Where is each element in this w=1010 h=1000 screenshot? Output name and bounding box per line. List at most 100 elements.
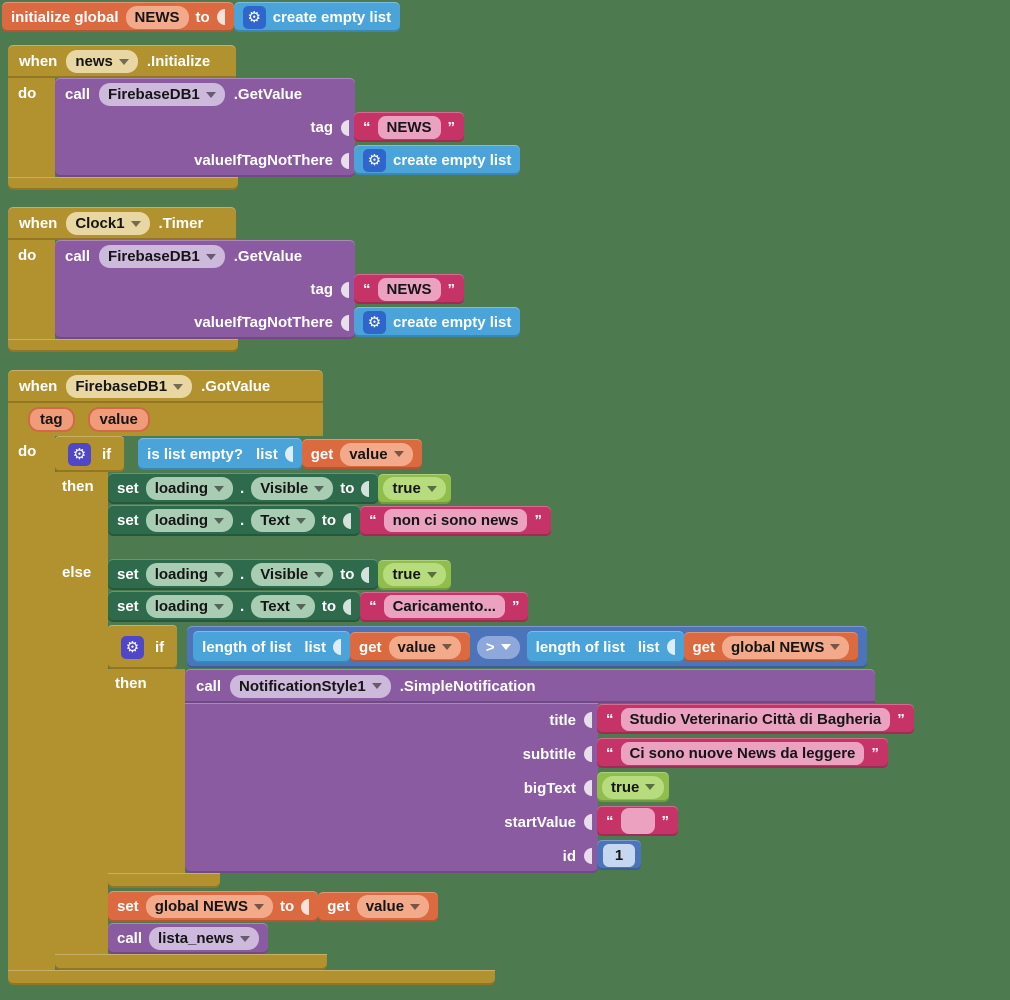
mutator-gear-icon[interactable]: ⚙	[121, 635, 144, 659]
if-then-block[interactable]: ⚙ if length of list list	[108, 625, 914, 888]
set-loading-visible-block[interactable]: set loading . Visible to true	[108, 473, 451, 504]
chevron-down-icon	[371, 683, 382, 689]
then-branch-label-col: then	[55, 472, 108, 536]
variable-dropdown[interactable]: value	[356, 895, 430, 918]
arg-bigtext-label: bigText	[523, 779, 576, 797]
component-dropdown[interactable]: Clock1	[66, 212, 150, 235]
logic-dropdown[interactable]: true	[602, 775, 665, 799]
number-field[interactable]: 1	[603, 843, 635, 867]
param-value[interactable]: value	[87, 407, 150, 432]
text-string-block[interactable]: “ Ci sono nuove News da leggere ”	[597, 738, 888, 768]
initialize-global-block[interactable]: initialize global NEWS to	[2, 2, 234, 32]
logic-true-block[interactable]: true	[597, 772, 670, 802]
set-label: set	[117, 898, 139, 915]
call-firebase-getvalue-block[interactable]: call FirebaseDB1 .GetValue tag “ NEWS ”	[55, 78, 521, 177]
string-field[interactable]: Caricamento...	[383, 595, 505, 618]
create-empty-list-label: create empty list	[393, 151, 512, 169]
call-lista-news-block[interactable]: call lista_news	[108, 923, 268, 954]
if-then-else-block[interactable]: ⚙ if is list empty? list get value	[55, 436, 914, 970]
property-dropdown[interactable]: Text	[251, 509, 315, 532]
string-field[interactable]: NEWS	[377, 115, 441, 139]
get-global-news-block[interactable]: get global NEWS	[683, 632, 859, 662]
initialize-global-news-block[interactable]: initialize global NEWS to ⚙ create empty…	[2, 2, 401, 32]
dot-label: .	[240, 566, 245, 583]
is-list-empty-block[interactable]: is list empty? list	[138, 438, 302, 470]
event-params-row: tag value	[8, 403, 323, 436]
length-of-list-label: length of list	[535, 638, 625, 656]
string-value: non ci sono news	[392, 512, 519, 529]
logic-true-block[interactable]: true	[378, 473, 451, 504]
text-string-block[interactable]: “ Caricamento... ”	[360, 591, 529, 622]
mutator-gear-icon[interactable]: ⚙	[242, 5, 266, 29]
component-dropdown[interactable]: FirebaseDB1	[99, 245, 225, 268]
variable-dropdown[interactable]: global NEWS	[722, 635, 850, 659]
get-value-block[interactable]: get value	[301, 439, 422, 469]
number-value: 1	[614, 846, 624, 864]
set-label: set	[117, 566, 139, 583]
component-dropdown[interactable]: loading	[145, 509, 234, 532]
length-of-list-block[interactable]: length of list list	[526, 631, 684, 663]
arg-title-label: title	[549, 711, 576, 729]
property-dropdown[interactable]: Visible	[251, 563, 334, 586]
when-clock-timer-block[interactable]: when Clock1 .Timer do call FirebaseDB1 .…	[8, 207, 521, 352]
text-string-block[interactable]: “ NEWS ”	[354, 112, 464, 142]
variable-dropdown[interactable]: value	[340, 442, 413, 466]
component-dropdown[interactable]: NotificationStyle1	[230, 674, 391, 698]
set-loading-text-block[interactable]: set loading . Text to “ non ci sono new	[108, 505, 551, 536]
mutator-gear-icon[interactable]: ⚙	[363, 310, 386, 334]
string-field[interactable]: NEWS	[377, 277, 441, 301]
comparison-block[interactable]: length of list list get value	[187, 626, 868, 668]
operator-dropdown[interactable]: >	[476, 635, 520, 659]
set-loading-visible-block[interactable]: set loading . Visible to true	[108, 559, 451, 590]
variable-dropdown[interactable]: global NEWS	[145, 895, 274, 918]
text-string-block[interactable]: “ NEWS ”	[354, 274, 464, 304]
procedure-dropdown[interactable]: lista_news	[149, 927, 259, 950]
component-dropdown[interactable]: news	[66, 50, 138, 73]
create-empty-list-block[interactable]: ⚙ create empty list	[354, 307, 521, 337]
set-global-news-block[interactable]: set global NEWS to get value	[108, 891, 439, 922]
param-tag[interactable]: tag	[28, 407, 75, 432]
component-dropdown[interactable]: FirebaseDB1	[66, 375, 193, 398]
chevron-down-icon	[214, 571, 225, 578]
do-spine: do	[8, 78, 55, 177]
call-label: call	[196, 677, 222, 695]
call-simplenotification-block[interactable]: call NotificationStyle1 .SimpleNotificat…	[185, 669, 914, 873]
logic-dropdown[interactable]: true	[383, 477, 446, 500]
dropdown-label: loading	[154, 512, 209, 529]
call-firebase-getvalue-block[interactable]: call FirebaseDB1 .GetValue tag “ NEWS ”	[55, 240, 521, 339]
logic-dropdown[interactable]: true	[383, 563, 446, 586]
string-field[interactable]: Ci sono nuove News da leggere	[620, 741, 865, 765]
when-news-initialize-block[interactable]: when news .Initialize do call FirebaseDB…	[8, 45, 521, 190]
component-dropdown[interactable]: loading	[145, 563, 234, 586]
dropdown-label: global NEWS	[731, 638, 825, 656]
property-dropdown[interactable]: Visible	[251, 477, 334, 500]
component-dropdown[interactable]: loading	[145, 595, 234, 618]
component-dropdown[interactable]: loading	[145, 477, 234, 500]
length-of-list-block[interactable]: length of list list	[193, 631, 351, 663]
get-value-block[interactable]: get value	[350, 632, 470, 662]
method-label: .SimpleNotification	[399, 677, 536, 695]
mutator-gear-icon[interactable]: ⚙	[363, 148, 386, 172]
get-value-block[interactable]: get value	[318, 891, 439, 922]
create-empty-list-block[interactable]: ⚙ create empty list	[233, 2, 401, 32]
string-field[interactable]	[620, 808, 655, 834]
logic-true-block[interactable]: true	[378, 559, 451, 590]
when-firebase-gotvalue-block[interactable]: when FirebaseDB1 .GotValue tag value do …	[8, 370, 914, 985]
text-string-block[interactable]: “ non ci sono news ”	[360, 505, 551, 536]
set-loading-text-block[interactable]: set loading . Text to “ Caricamento...	[108, 591, 529, 622]
string-field[interactable]: Studio Veterinario Città di Bagheria	[620, 707, 891, 731]
variable-dropdown[interactable]: value	[388, 635, 461, 659]
create-empty-list-block[interactable]: ⚙ create empty list	[354, 145, 521, 175]
text-string-block[interactable]: “ ”	[597, 806, 678, 836]
mutator-gear-icon[interactable]: ⚙	[68, 442, 91, 466]
text-string-block[interactable]: “ Studio Veterinario Città di Bagheria ”	[597, 704, 914, 734]
create-empty-list-label: create empty list	[393, 313, 512, 331]
property-dropdown[interactable]: Text	[251, 595, 315, 618]
variable-name-field[interactable]: NEWS	[125, 5, 189, 29]
block-footer	[108, 873, 220, 888]
string-field[interactable]: non ci sono news	[383, 509, 528, 532]
when-label: when	[19, 378, 58, 395]
number-block[interactable]: 1	[597, 840, 641, 870]
component-dropdown[interactable]: FirebaseDB1	[99, 83, 225, 106]
